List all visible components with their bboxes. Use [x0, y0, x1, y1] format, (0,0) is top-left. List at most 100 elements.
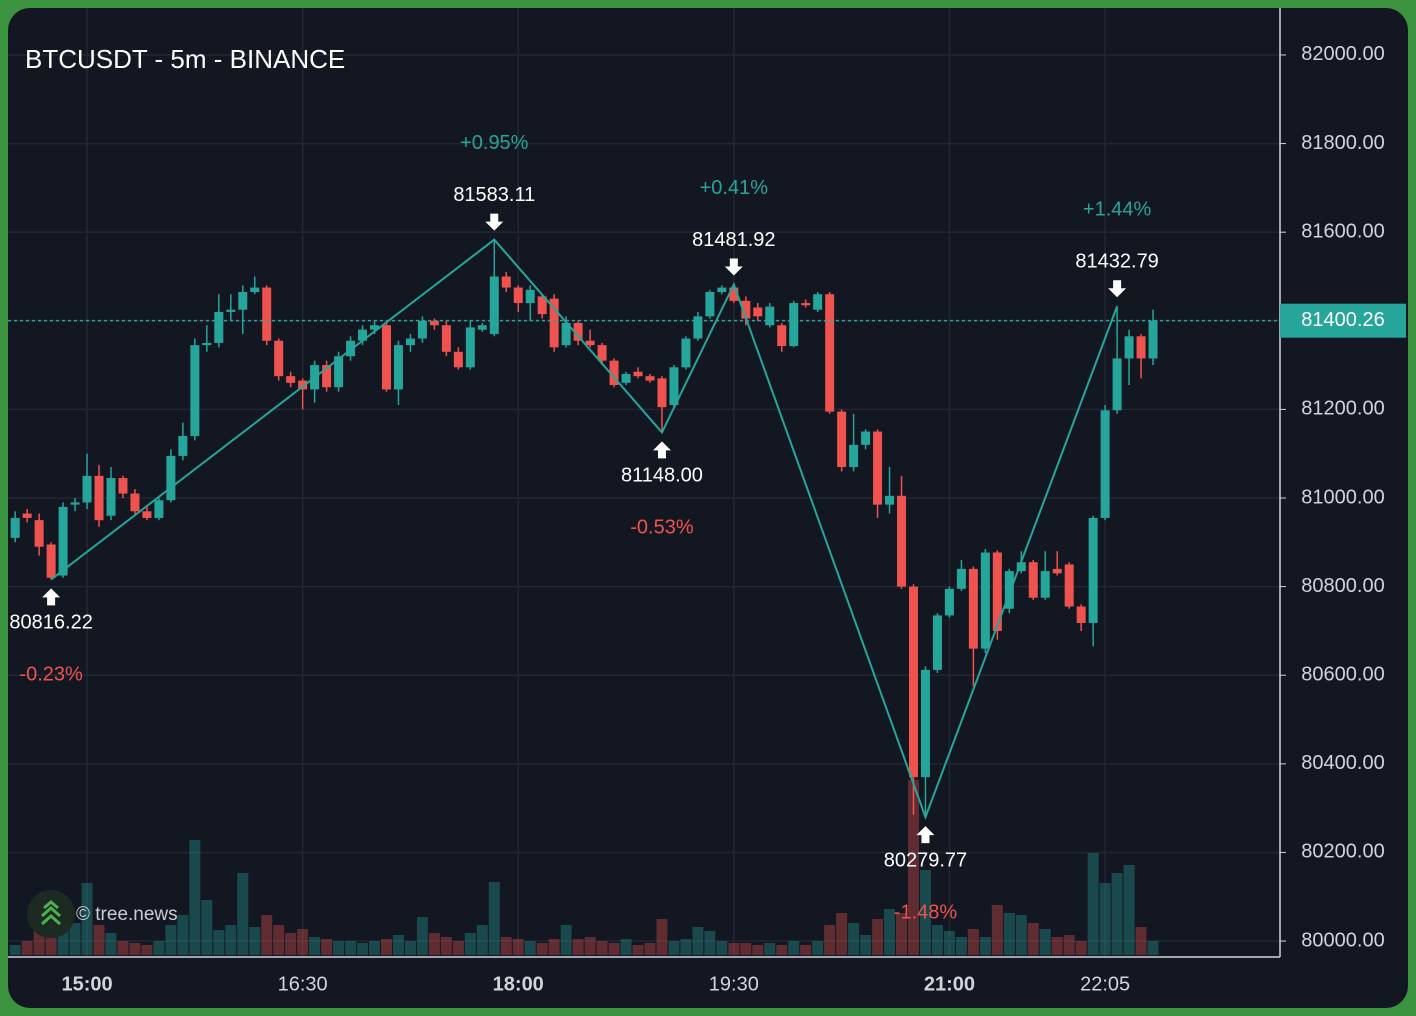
volume-bar [165, 925, 177, 955]
volume-bar [800, 945, 812, 955]
volume-bar [105, 933, 117, 955]
volume-bar [764, 943, 776, 955]
candle-body [825, 294, 835, 412]
candle-body [250, 287, 260, 292]
volume-bar [213, 930, 225, 955]
candle-body [1112, 358, 1122, 411]
x-tick-label: 22:05 [1080, 973, 1130, 995]
volume-bar [380, 939, 392, 955]
volume-bar [309, 937, 321, 955]
volume-bar [740, 943, 752, 955]
candle-body [609, 360, 619, 386]
swing-price: 80279.77 [884, 849, 967, 871]
candle-body [1100, 410, 1110, 518]
candle-body [465, 327, 475, 368]
candle-body [932, 615, 942, 670]
candle-body [370, 325, 380, 330]
y-tick-label: 80800.00 [1301, 575, 1384, 597]
volume-bar [476, 925, 488, 955]
volume-bar [1099, 883, 1111, 955]
candle-body [441, 325, 451, 352]
candle-body [417, 320, 427, 339]
candle-body [681, 338, 691, 368]
candle-body [885, 495, 895, 505]
volume-bar [1051, 937, 1063, 955]
volume-bar [1075, 941, 1087, 955]
volume-bar [884, 909, 896, 955]
candle-body [729, 287, 739, 301]
watermark: © tree.news [27, 890, 178, 938]
volume-bar [632, 945, 644, 955]
y-tick-label: 82000.00 [1301, 43, 1384, 65]
volume-bar [249, 927, 261, 955]
candle-body [657, 378, 667, 408]
y-tick-label: 80200.00 [1301, 841, 1384, 863]
volume-bar [728, 943, 740, 955]
volume-bar [129, 943, 141, 955]
volume-bar [1147, 941, 1159, 955]
volume-bar [357, 943, 369, 955]
volume-bar [776, 945, 788, 955]
candle-body [1040, 571, 1050, 598]
volume-bar [716, 941, 728, 955]
candle-body [956, 568, 966, 589]
swing-change: -0.53% [630, 517, 694, 539]
volume-bar [428, 933, 440, 955]
volume-bar [333, 941, 345, 955]
candle-body [992, 552, 1002, 631]
candle-body [405, 338, 415, 346]
volume-bar [704, 931, 716, 955]
candle-body [381, 325, 391, 390]
swing-arrow [42, 588, 61, 606]
y-tick-label: 80400.00 [1301, 752, 1384, 774]
candle-body [1136, 336, 1146, 359]
volume-bar [872, 919, 884, 955]
volume-bar [500, 937, 512, 955]
candle-body [585, 340, 595, 346]
volume-bar [416, 917, 428, 955]
volume-bar [1015, 915, 1027, 955]
candle-body [968, 568, 978, 649]
swing-price: 81481.92 [692, 229, 775, 251]
volume-bar [153, 941, 165, 955]
candle-body [334, 356, 344, 388]
candle-body [393, 345, 403, 390]
candle-body [190, 345, 200, 436]
candle-body [130, 493, 140, 512]
volume-bar [608, 943, 620, 955]
volume-bar [57, 927, 69, 955]
candle-body [849, 444, 859, 467]
candle-body [561, 323, 571, 346]
swing-arrow [485, 213, 504, 231]
candle-body [908, 586, 918, 778]
volume-bar [81, 883, 93, 955]
volume-bar [680, 939, 692, 955]
swing-arrow [916, 826, 935, 844]
x-tick-label: 18:00 [493, 973, 544, 995]
volume-bar [321, 939, 333, 955]
candle-body [861, 431, 871, 445]
swing-change: -1.48% [894, 901, 958, 923]
candle-body [178, 435, 188, 456]
candle-body [645, 376, 655, 381]
candle-body [142, 511, 152, 518]
candle-body [573, 323, 583, 341]
candle-body [669, 367, 679, 405]
volume-bar [440, 937, 452, 955]
volume-bar [692, 927, 704, 955]
candle-body [1076, 606, 1086, 623]
swing-change: -0.23% [19, 664, 83, 686]
volume [9, 780, 1159, 955]
volume-bar [488, 882, 500, 955]
swing-change: +0.41% [700, 177, 769, 199]
volume-bar [1087, 853, 1099, 955]
volume-bar [93, 925, 105, 955]
volume-bar [404, 941, 416, 955]
candle-body [22, 513, 32, 518]
candle-body [549, 298, 559, 348]
candle-body [597, 345, 607, 361]
candle-body [58, 506, 68, 576]
y-tick-label: 80600.00 [1301, 664, 1384, 686]
